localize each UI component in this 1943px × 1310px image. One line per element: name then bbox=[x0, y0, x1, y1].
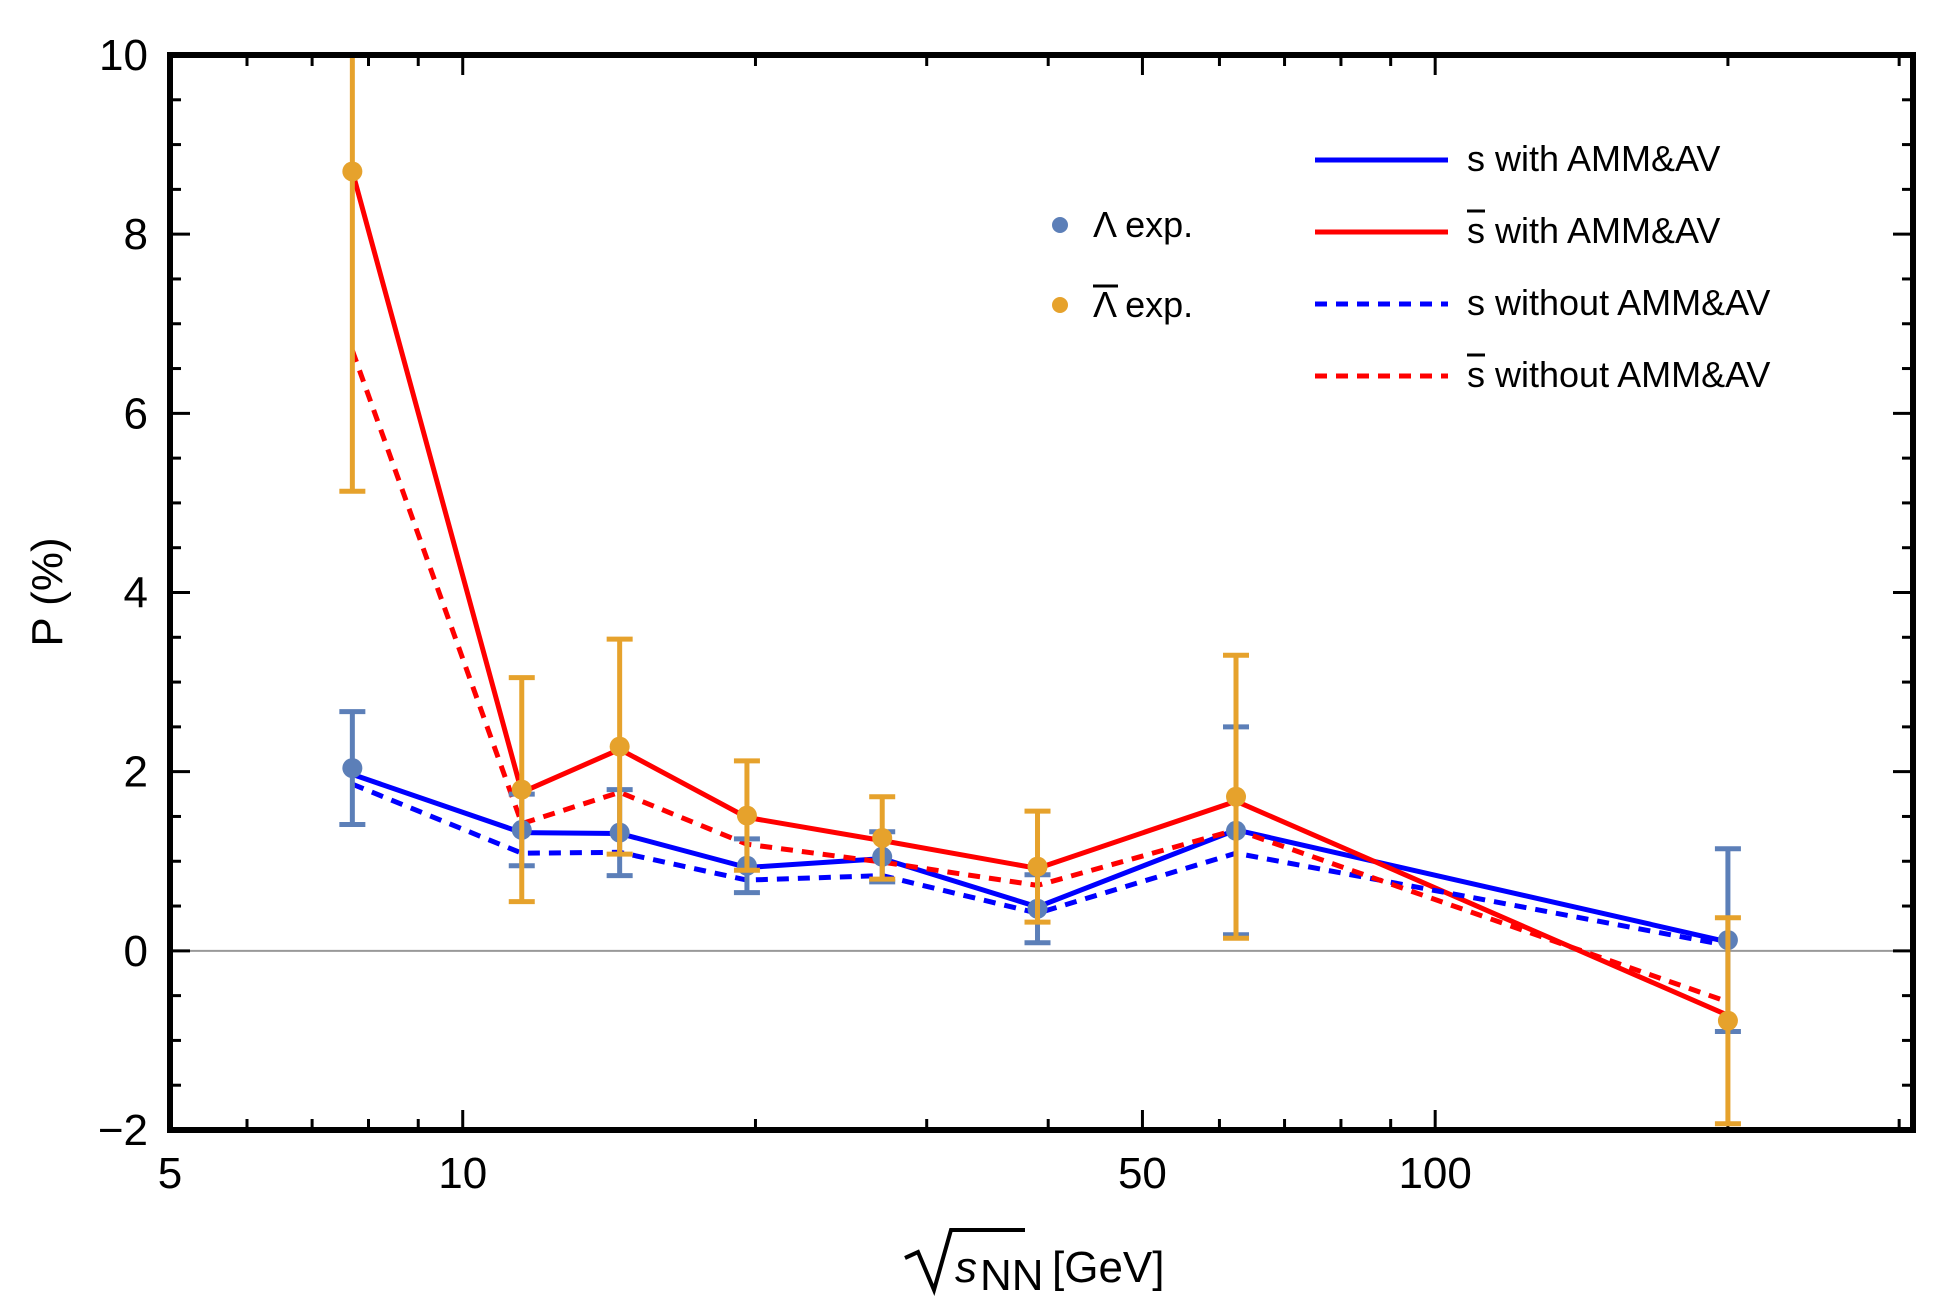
sqrt-symbol bbox=[904, 1228, 1025, 1297]
data-point-marker bbox=[1027, 856, 1048, 877]
series-line-1 bbox=[349, 170, 1729, 1018]
legend-label-sbar-with: s with AMM&AV bbox=[1467, 210, 1720, 251]
error-point-1-2 bbox=[606, 636, 633, 857]
y-tick-label: 8 bbox=[124, 210, 148, 259]
data-point-marker bbox=[609, 736, 630, 757]
x-tick-labels: 5 10 50 100 bbox=[158, 1149, 1472, 1198]
x-axis-label-sub: NN bbox=[980, 1251, 1044, 1300]
error-point-1-3 bbox=[733, 758, 760, 873]
error-point-1-0 bbox=[339, 55, 366, 494]
legend-markers: Λ exp. Λ exp. bbox=[1052, 204, 1193, 325]
data-points bbox=[339, 55, 1741, 1127]
legend-label-s-without: s without AMM&AV bbox=[1467, 282, 1770, 323]
legend-label-s-with: s with AMM&AV bbox=[1467, 138, 1720, 179]
error-point-0-0 bbox=[339, 709, 366, 828]
y-tick-label: 0 bbox=[124, 927, 148, 976]
error-point-1-4 bbox=[869, 794, 896, 882]
x-tick-label: 50 bbox=[1118, 1149, 1167, 1198]
data-point-marker bbox=[1226, 786, 1247, 807]
y-tick-labels: −2 0 2 4 6 8 10 bbox=[98, 31, 148, 1155]
x-axis-label-unit: [GeV] bbox=[1052, 1243, 1165, 1292]
series-line-3 bbox=[350, 349, 1729, 1005]
data-point-marker bbox=[1717, 1010, 1738, 1031]
legend-label-sbar-without: s without AMM&AV bbox=[1467, 354, 1770, 395]
legend-item-lambda: Λ exp. bbox=[1052, 204, 1193, 245]
legend-lines: s with AMM&AV s with AMM&AV s without AM… bbox=[1315, 138, 1770, 395]
y-tick-label: 2 bbox=[124, 748, 148, 797]
error-point-1-5 bbox=[1024, 808, 1051, 925]
legend-label-antilambda: Λ exp. bbox=[1093, 284, 1193, 325]
plot-frame bbox=[167, 52, 1916, 1133]
legend-item-sbar-with: s with AMM&AV bbox=[1315, 209, 1720, 251]
y-tick-label: −2 bbox=[98, 1106, 148, 1155]
error-point-1-7 bbox=[1714, 915, 1741, 1127]
error-point-1-6 bbox=[1223, 652, 1250, 941]
x-tick-label: 100 bbox=[1398, 1149, 1471, 1198]
legend-item-sbar-without: s without AMM&AV bbox=[1315, 353, 1770, 395]
series-line-2 bbox=[351, 781, 1729, 948]
series-lines bbox=[349, 170, 1729, 1018]
data-point-marker bbox=[342, 161, 363, 182]
legend-item-s-without: s without AMM&AV bbox=[1315, 282, 1770, 323]
series-line-0 bbox=[351, 772, 1729, 945]
legend-label-lambda: Λ exp. bbox=[1093, 204, 1193, 245]
error-point-1-1 bbox=[508, 675, 535, 905]
x-axis-label: s NN [GeV] bbox=[904, 1228, 1165, 1300]
legend-marker-antilambda bbox=[1052, 297, 1068, 313]
data-point-marker bbox=[342, 758, 363, 779]
x-axis-label-s: s bbox=[955, 1243, 977, 1292]
legend-item-antilambda: Λ exp. bbox=[1052, 284, 1193, 325]
data-point-marker bbox=[736, 805, 757, 826]
legend-marker-lambda bbox=[1052, 217, 1068, 233]
y-axis-label: P (%) bbox=[23, 537, 72, 646]
y-tick-label: 6 bbox=[124, 389, 148, 438]
x-tick-label: 10 bbox=[438, 1149, 487, 1198]
y-tick-label: 10 bbox=[99, 31, 148, 80]
data-point-marker bbox=[511, 779, 532, 800]
legend-item-s-with: s with AMM&AV bbox=[1315, 138, 1720, 179]
data-point-marker bbox=[872, 827, 893, 848]
x-tick-label: 5 bbox=[158, 1149, 182, 1198]
y-tick-label: 4 bbox=[124, 569, 148, 618]
